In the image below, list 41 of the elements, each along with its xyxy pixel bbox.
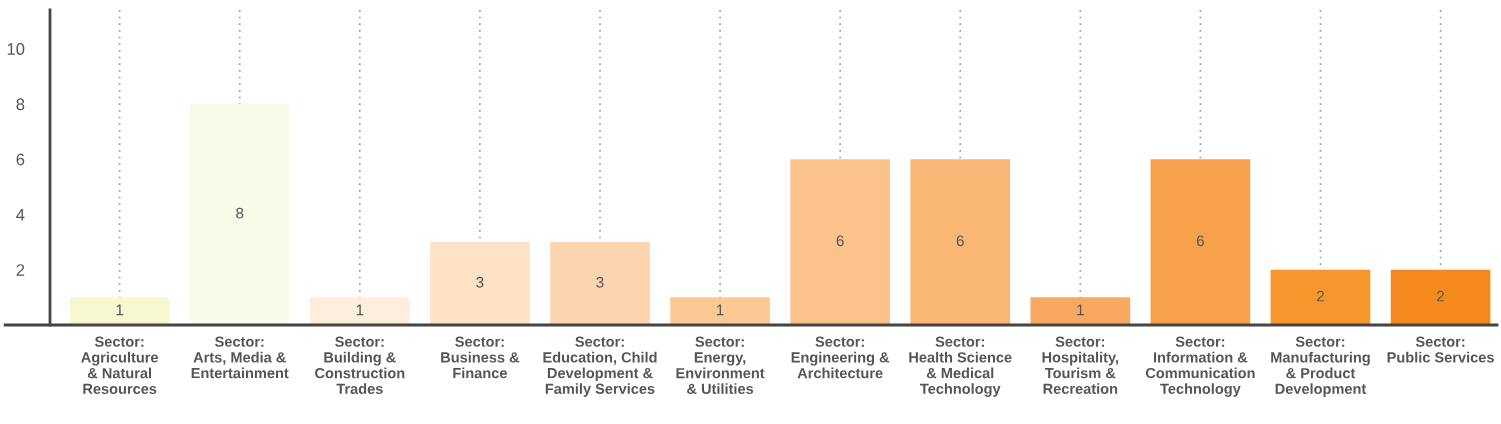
- x-tick-label: Sector: Arts, Media & Entertainment: [191, 336, 289, 379]
- bar: [430, 242, 530, 325]
- data-label: 3: [476, 276, 484, 288]
- x-tick-label: Sector: Building & Construction Trades: [315, 336, 405, 395]
- bar: [670, 297, 770, 325]
- x-tick-label: Sector: Business & Finance: [441, 336, 520, 379]
- bar: [309, 297, 410, 325]
- data-label: 6: [956, 235, 964, 247]
- data-label: 2: [1317, 290, 1324, 302]
- x-tick-label: Sector: Information & Communication Technology: [1145, 336, 1255, 397]
- x-tick-label: Sector: Energy, Environment & Utilities: [676, 336, 765, 395]
- y-tick-label: 8: [16, 98, 25, 111]
- y-tick-label: 2: [16, 264, 25, 276]
- bar: [69, 297, 170, 325]
- bar: [189, 103, 290, 325]
- data-label: 3: [596, 276, 604, 288]
- x-tick-label: Sector: Public Services: [1387, 336, 1494, 363]
- bar: [1150, 159, 1251, 325]
- bar: [790, 159, 890, 325]
- y-tick-label: 6: [16, 153, 25, 166]
- x-tick-label: Sector: Hospitality, Tourism & Recreation: [1042, 336, 1119, 394]
- data-label: 8: [236, 207, 244, 219]
- data-label: 2: [1437, 290, 1445, 302]
- y-tick-label: 4: [16, 209, 25, 221]
- bar: [1030, 297, 1131, 325]
- x-tick-label: Sector: Engineering & Architecture: [791, 336, 890, 379]
- bar: [1390, 269, 1491, 325]
- bar: [910, 159, 1011, 325]
- data-label: 1: [716, 304, 724, 316]
- bar: [1270, 269, 1371, 325]
- data-label: 1: [1077, 304, 1084, 316]
- data-label: 1: [116, 304, 124, 316]
- bar: [550, 242, 650, 325]
- data-label: 1: [356, 304, 364, 316]
- x-tick-label: Sector: Health Science & Medical Technology: [909, 336, 1012, 397]
- x-tick-label: Sector: Manufacturing & Product Development: [1271, 336, 1370, 397]
- y-tick-label: 10: [7, 43, 25, 55]
- x-tick-label: Sector: Agriculture & Natural Resources: [81, 336, 159, 395]
- data-label: 6: [1196, 235, 1204, 247]
- x-tick-label: Sector: Education, Child Development & Family Services: [543, 336, 657, 397]
- data-label: 6: [836, 235, 844, 247]
